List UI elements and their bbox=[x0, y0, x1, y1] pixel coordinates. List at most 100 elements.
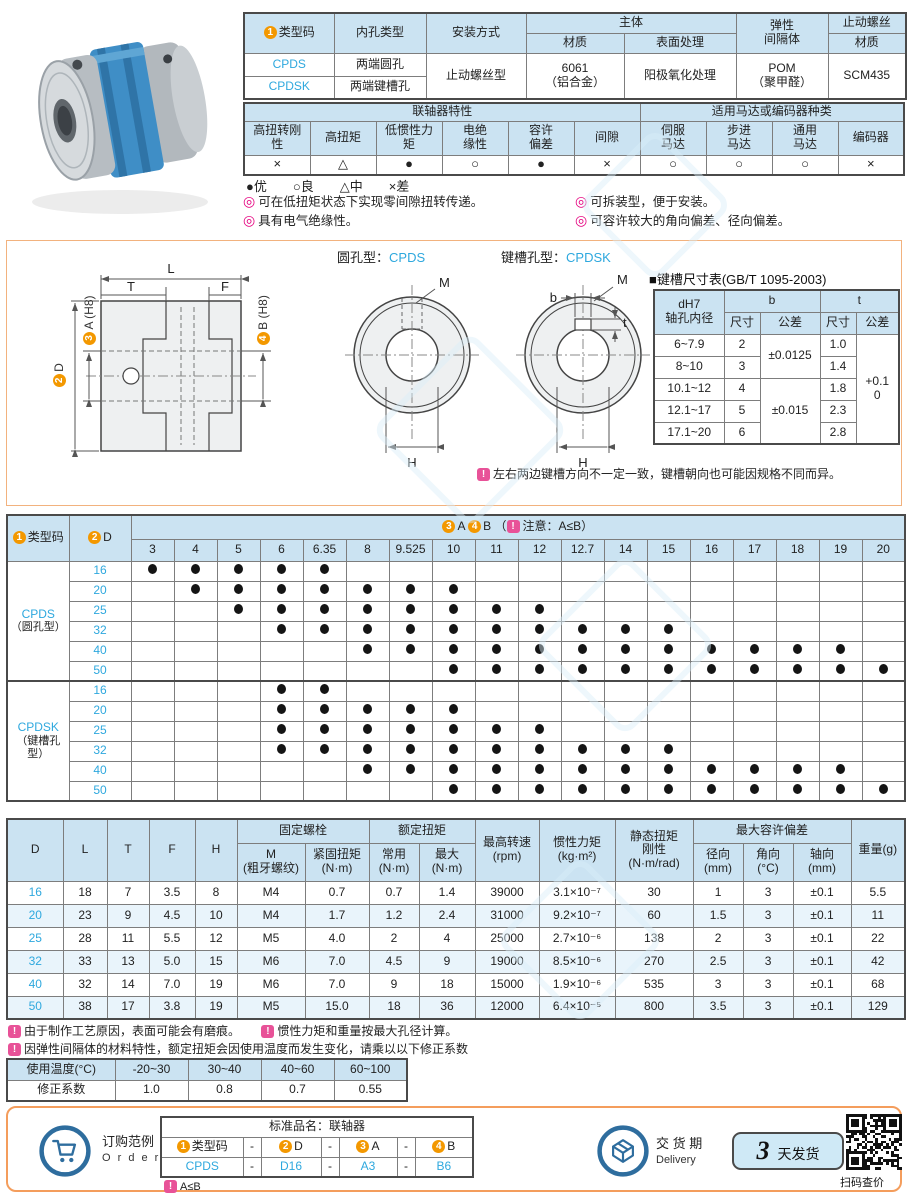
matrix-header-type: 1 类型码 bbox=[6, 514, 70, 562]
matrix-cell bbox=[130, 780, 175, 802]
matrix-cell bbox=[732, 560, 777, 582]
matrix-cell bbox=[216, 560, 261, 582]
d-value: 25 bbox=[68, 600, 132, 622]
matrix-cell bbox=[431, 620, 476, 642]
availability-dot bbox=[320, 744, 329, 755]
feature-list: ◎ 可在低扭矩状态下实现零间隙扭转传递。 ◎ 可拆装型，便于安装。 ◎ 具有电气绝缘性。 ◎… bbox=[243, 192, 907, 230]
matrix-cell bbox=[259, 620, 304, 642]
type-code-link[interactable]: CPDSK bbox=[566, 250, 611, 265]
rating-legend: ●优 ○良 △中 ×差 bbox=[246, 179, 410, 194]
characteristic-rating: ○ bbox=[705, 154, 773, 176]
matrix-cell bbox=[173, 700, 218, 722]
spec-value: 8 bbox=[194, 880, 238, 905]
availability-dot bbox=[578, 624, 587, 635]
characteristic-label: 间隙 bbox=[573, 120, 641, 156]
matrix-cell bbox=[216, 740, 261, 762]
order-example-value: CPDS bbox=[160, 1156, 244, 1178]
matrix-cell bbox=[388, 720, 433, 742]
availability-dot bbox=[320, 684, 329, 695]
matrix-cell bbox=[689, 580, 734, 602]
t-size: 2.3 bbox=[819, 399, 857, 423]
screw-material-value: SCM435 bbox=[827, 52, 907, 100]
d-value: 16 bbox=[68, 680, 132, 702]
matrix-cell bbox=[345, 560, 390, 582]
matrix-cell bbox=[732, 580, 777, 602]
label-t: t bbox=[623, 315, 627, 330]
spec-value: 14 bbox=[106, 972, 150, 997]
temp-range: 60~100 bbox=[333, 1058, 408, 1081]
spec-value: 32 bbox=[62, 972, 108, 997]
availability-dot bbox=[277, 744, 286, 755]
t-size: 1.8 bbox=[819, 377, 857, 401]
availability-dot bbox=[535, 764, 544, 775]
feature-item: ◎ 可拆装型，便于安装。 bbox=[575, 193, 716, 209]
matrix-cell bbox=[689, 720, 734, 742]
availability-dot bbox=[277, 564, 286, 575]
d-value: 16 bbox=[68, 560, 132, 582]
availability-dot bbox=[492, 644, 501, 655]
matrix-cell bbox=[818, 740, 863, 762]
d-value: 32 bbox=[68, 620, 132, 642]
matrix-cell bbox=[302, 740, 347, 762]
keyway-warning: ! 左右两边键槽方向不一定一致，键槽朝向也可能因规格不同而异。 bbox=[477, 465, 841, 482]
bore-column-header: 12 bbox=[517, 538, 562, 562]
type-code-link[interactable]: CPDS bbox=[21, 606, 55, 621]
spec-value: 2.7×10⁻⁶ bbox=[538, 926, 616, 951]
matrix-cell bbox=[689, 780, 734, 802]
d-value: 50 bbox=[68, 660, 132, 682]
characteristic-rating: × bbox=[837, 154, 905, 176]
badge-3-icon: 3 bbox=[442, 520, 456, 534]
type-code-link[interactable]: CPDS bbox=[243, 52, 335, 77]
spec-value: 11 bbox=[106, 926, 150, 951]
availability-dot bbox=[363, 604, 372, 615]
spec-row: 50 38 17 3.8 19 M5 15.0 18 36 12000 6.4×10⁻⁵ 800 3.5… bbox=[6, 995, 906, 1020]
matrix-cell bbox=[861, 620, 906, 642]
type-code-link[interactable]: CPDSK bbox=[17, 720, 59, 735]
spec-value: 4.5 bbox=[148, 903, 196, 928]
col-header-type-code: 1 类型码 bbox=[243, 12, 335, 54]
matrix-cell bbox=[732, 700, 777, 722]
spec-d-value: 32 bbox=[6, 949, 64, 974]
spec-row: 20 23 9 4.5 10 M4 1.7 1.2 2.4 31000 9.2×10⁻⁷ 60 1.5 3… bbox=[6, 903, 906, 928]
matrix-cell bbox=[818, 720, 863, 742]
qr-code[interactable] bbox=[846, 1114, 902, 1170]
keyway-header-b: b bbox=[723, 289, 821, 313]
availability-dot bbox=[664, 624, 673, 635]
matrix-cell bbox=[818, 640, 863, 662]
availability-dot bbox=[492, 783, 501, 794]
availability-dot bbox=[664, 783, 673, 794]
type-code-link[interactable]: CPDS bbox=[389, 250, 426, 265]
spec-value: 38 bbox=[62, 995, 108, 1020]
bore-type-value: 两端圆孔 bbox=[333, 52, 427, 77]
order-example-value: B6 bbox=[414, 1156, 474, 1178]
matrix-cell bbox=[861, 560, 906, 582]
surface-value: 阳极氧化处理 bbox=[623, 52, 737, 100]
matrix-cell bbox=[173, 760, 218, 782]
matrix-cell bbox=[775, 780, 820, 802]
matrix-cell bbox=[173, 620, 218, 642]
matrix-cell bbox=[517, 620, 562, 642]
keyway-header-tol: 公差 bbox=[855, 311, 900, 335]
matrix-cell bbox=[431, 600, 476, 622]
spec-value: 3 bbox=[742, 949, 794, 974]
matrix-cell bbox=[818, 780, 863, 802]
characteristic-rating: ○ bbox=[639, 154, 707, 176]
spec-value: 60 bbox=[614, 903, 694, 928]
spec-value: M5 bbox=[236, 926, 306, 951]
characteristics-table: 联轴器特性 适用马达或编码器种类 高扭转刚 性高扭矩 低惯性力 矩电绝 缘性 容许 … bbox=[243, 102, 905, 176]
type-code-link[interactable]: CPDSK bbox=[243, 75, 335, 100]
availability-dot bbox=[363, 624, 372, 635]
matrix-cell bbox=[173, 660, 218, 682]
spec-value: 129 bbox=[850, 995, 906, 1020]
characteristic-rating: ● bbox=[375, 154, 443, 176]
matrix-cell bbox=[431, 660, 476, 682]
spacer-value: POM （聚甲醛） bbox=[735, 52, 829, 100]
matrix-cell bbox=[560, 700, 605, 722]
matrix-group: CPDSK （键槽孔型） bbox=[6, 680, 70, 802]
spec-value: 9 bbox=[418, 949, 476, 974]
matrix-cell bbox=[474, 740, 519, 762]
matrix-cell bbox=[173, 780, 218, 802]
availability-dot bbox=[277, 704, 286, 715]
